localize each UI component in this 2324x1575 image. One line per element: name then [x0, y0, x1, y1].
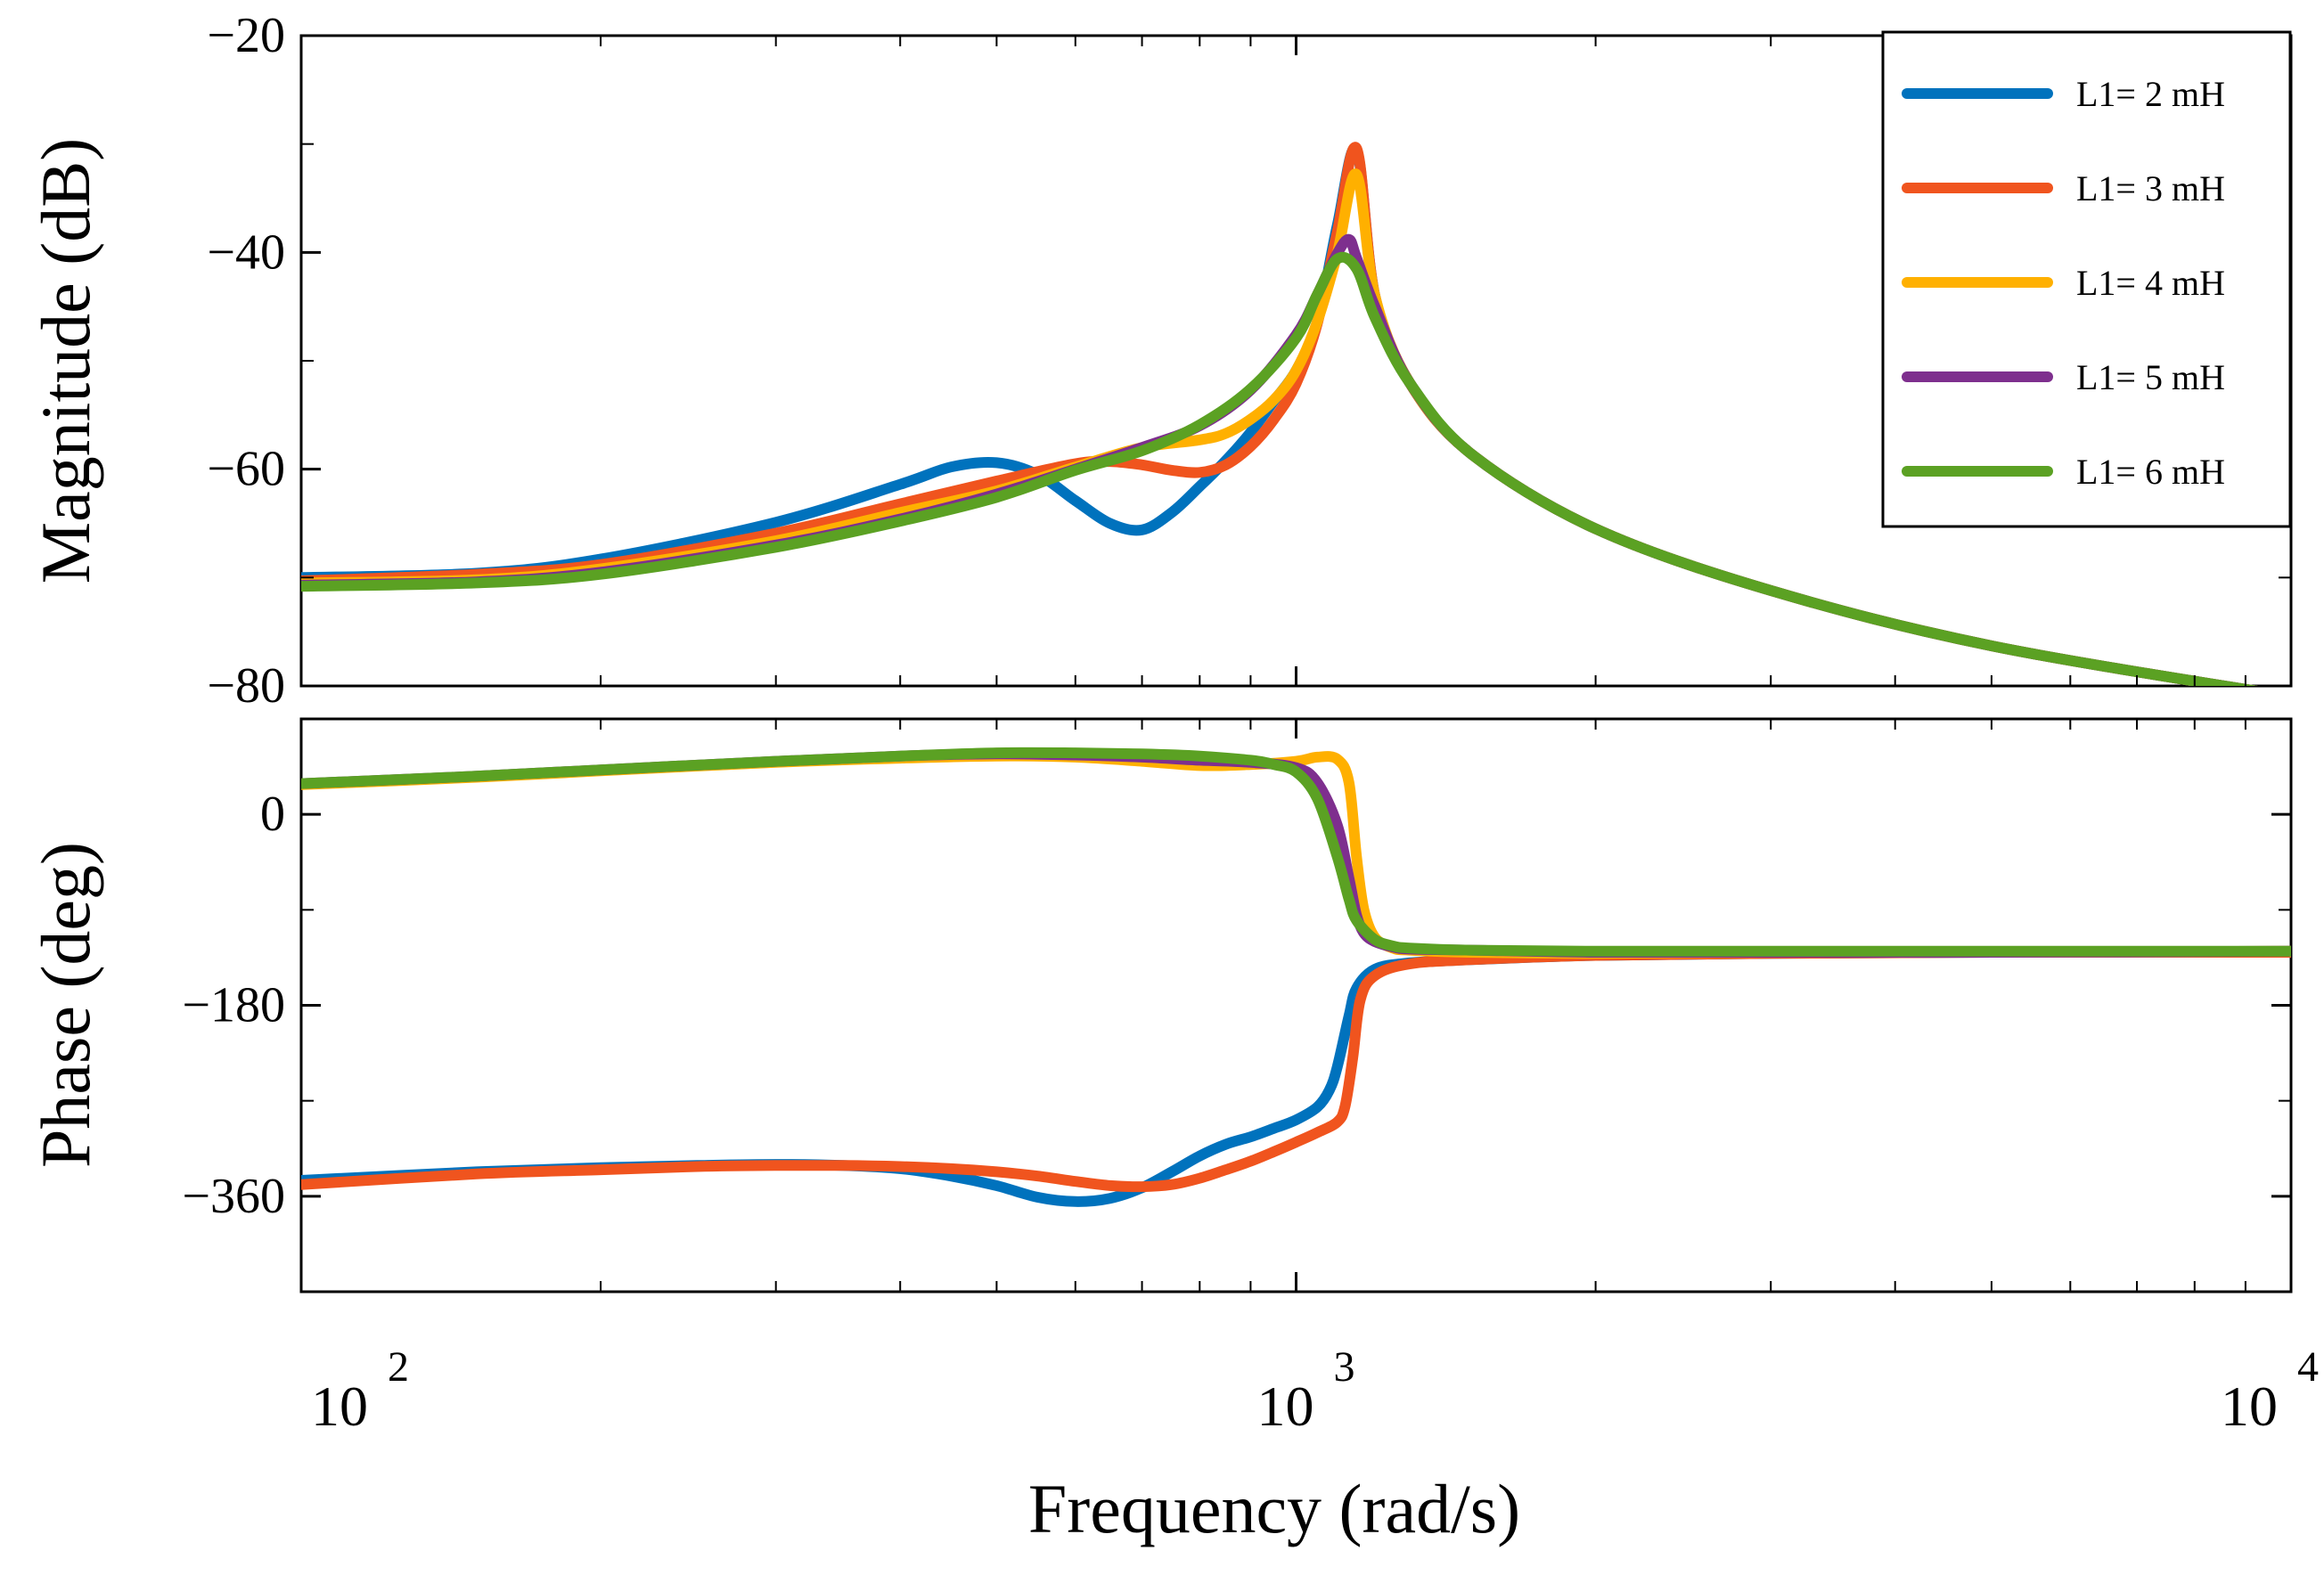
legend-label: L1= 5 mH: [2076, 357, 2225, 397]
magnitude-series-lines: [301, 142, 2258, 686]
legend-label: L1= 4 mH: [2076, 263, 2225, 303]
x-tick-label-exponent: 4: [2297, 1343, 2319, 1391]
phase-y-tick-label: −360: [182, 1169, 285, 1224]
x-tick-label: 10: [311, 1375, 368, 1438]
phase-ticks: 0 −180 −360: [182, 719, 2293, 1292]
phase-y-tick-label: 0: [260, 787, 285, 842]
magnitude-y-tick-label: −60: [207, 442, 285, 497]
x-tick-labels: 10 2 10 3 10 4: [311, 1343, 2319, 1438]
legend-label: L1= 2 mH: [2076, 74, 2225, 114]
x-axis-label: Frequency (rad/s): [1028, 1470, 1520, 1547]
x-tick-label-exponent: 2: [388, 1343, 409, 1391]
phase-panel: 0 −180 −360 Phase (deg): [27, 717, 2293, 1293]
x-tick-label: 10: [1257, 1375, 1314, 1438]
legend-entries: L1= 2 mH L1= 3 mH L1= 4 mH L1= 5 mH L1= 6 mH: [1902, 74, 2225, 492]
legend-label: L1= 6 mH: [2076, 452, 2225, 492]
magnitude-series-l1-6-mh: [301, 251, 2258, 686]
phase-series-l1-6-mh: [301, 747, 2291, 957]
magnitude-y-tick-label: −20: [207, 8, 285, 63]
legend-label: L1= 3 mH: [2076, 168, 2225, 208]
legend: L1= 2 mH L1= 3 mH L1= 4 mH L1= 5 mH L1= 6 mH: [1881, 30, 2292, 528]
magnitude-y-tick-label: −40: [207, 224, 285, 280]
magnitude-ticks: −20 −40 −60 −80: [207, 8, 2293, 714]
magnitude-y-tick-label: −80: [207, 658, 285, 714]
magnitude-y-axis-label: Magnitude (dB): [27, 138, 104, 583]
phase-y-tick-label: −180: [182, 978, 285, 1033]
phase-axes-box: [299, 717, 2293, 1293]
phase-y-axis-label: Phase (deg): [27, 842, 104, 1168]
x-tick-label: 10: [2221, 1375, 2278, 1438]
x-tick-label-exponent: 3: [1334, 1343, 1355, 1391]
phase-series-lines: [301, 747, 2291, 1207]
